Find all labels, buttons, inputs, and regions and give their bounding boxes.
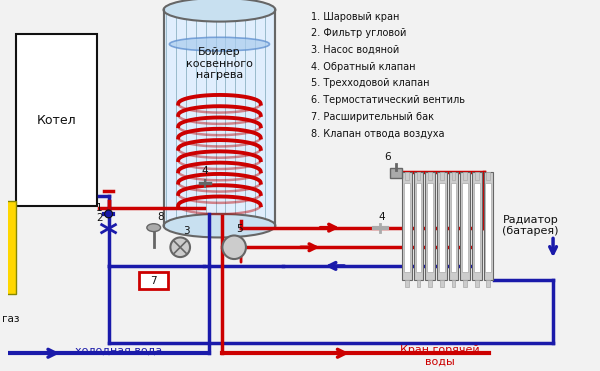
Bar: [416, 184, 421, 272]
Bar: [485, 184, 491, 272]
Bar: [5, 201, 16, 294]
Text: Радиатор
(батарея): Радиатор (батарея): [502, 215, 559, 236]
Bar: [460, 172, 470, 280]
Text: 4: 4: [202, 166, 208, 176]
Bar: [416, 280, 421, 288]
Bar: [472, 172, 482, 280]
Text: 7: 7: [151, 276, 157, 286]
Bar: [425, 172, 435, 280]
Text: 3. Насос водяной: 3. Насос водяной: [311, 45, 399, 55]
Bar: [405, 172, 409, 180]
Text: 2. Фильтр угловой: 2. Фильтр угловой: [311, 29, 406, 39]
Bar: [439, 184, 445, 272]
Bar: [428, 172, 432, 180]
Bar: [484, 172, 493, 280]
Text: 4. Обратный клапан: 4. Обратный клапан: [311, 62, 415, 72]
Bar: [463, 172, 467, 180]
Bar: [404, 184, 410, 272]
Bar: [487, 280, 490, 288]
Bar: [452, 172, 455, 180]
Text: Котел: Котел: [37, 114, 76, 127]
Text: 5. Трехходовой клапан: 5. Трехходовой клапан: [311, 79, 429, 89]
Ellipse shape: [147, 224, 161, 232]
Text: 1. Шаровый кран: 1. Шаровый кран: [311, 12, 399, 22]
Text: 3: 3: [183, 226, 190, 236]
Text: Бойлер
косвенного
нагрева: Бойлер косвенного нагрева: [186, 47, 253, 81]
Bar: [390, 168, 402, 178]
Bar: [16, 35, 97, 206]
Bar: [139, 272, 169, 289]
Text: Кран горячей
воды: Кран горячей воды: [400, 345, 480, 367]
Bar: [437, 172, 446, 280]
Bar: [463, 280, 467, 288]
Bar: [452, 280, 455, 288]
Text: 8: 8: [158, 212, 164, 222]
Text: 8. Клапан отвода воздуха: 8. Клапан отвода воздуха: [311, 128, 444, 138]
Bar: [164, 10, 275, 226]
Text: 6: 6: [384, 152, 391, 162]
Bar: [451, 184, 456, 272]
Bar: [462, 184, 468, 272]
Bar: [405, 280, 409, 288]
Text: 5: 5: [236, 224, 243, 234]
Bar: [440, 280, 443, 288]
Bar: [427, 184, 433, 272]
Circle shape: [104, 210, 112, 218]
Circle shape: [223, 236, 246, 259]
Text: 4: 4: [379, 212, 385, 222]
Text: 6. Термостатический вентиль: 6. Термостатический вентиль: [311, 95, 465, 105]
Bar: [440, 172, 443, 180]
Bar: [475, 280, 479, 288]
Bar: [416, 172, 421, 180]
Bar: [487, 172, 490, 180]
Ellipse shape: [164, 214, 275, 237]
Text: 7. Расширительный бак: 7. Расширительный бак: [311, 112, 434, 122]
Bar: [474, 184, 479, 272]
Text: 1: 1: [96, 203, 103, 213]
Text: газ: газ: [2, 314, 19, 324]
Text: 2: 2: [96, 213, 103, 223]
Bar: [475, 172, 479, 180]
Text: холодная вода: холодная вода: [75, 345, 163, 355]
Bar: [428, 280, 432, 288]
Bar: [413, 172, 423, 280]
Bar: [402, 172, 412, 280]
Ellipse shape: [164, 0, 275, 22]
Circle shape: [170, 237, 190, 257]
Bar: [449, 172, 458, 280]
Ellipse shape: [169, 37, 269, 51]
